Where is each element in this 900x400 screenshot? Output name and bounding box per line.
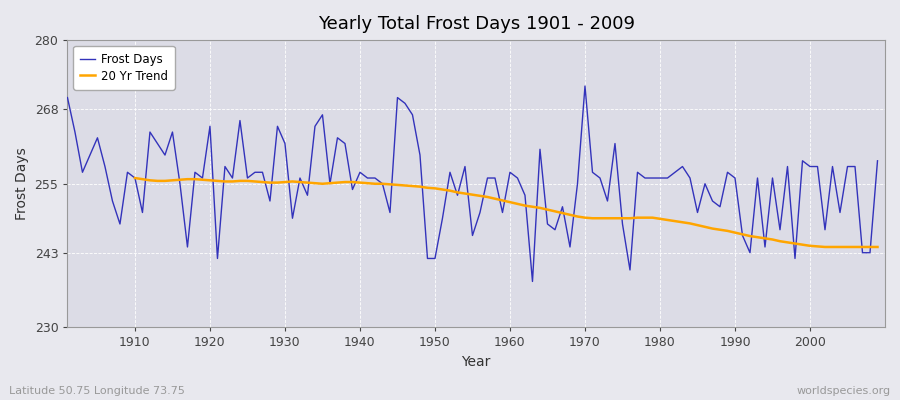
Line: 20 Yr Trend: 20 Yr Trend: [135, 178, 878, 247]
Frost Days: [609, 141, 620, 146]
Y-axis label: Frost Days: Frost Days: [15, 147, 29, 220]
Legend: Frost Days, 20 Yr Trend: Frost Days, 20 Yr Trend: [74, 46, 175, 90]
Line: Frost Days: Frost Days: [68, 86, 878, 282]
X-axis label: Year: Year: [462, 355, 490, 369]
20 Yr Trend: [130, 176, 140, 180]
Frost Days: [527, 279, 538, 284]
Frost Days: [287, 216, 298, 221]
Frost Days: [122, 170, 133, 175]
20 Yr Trend: [512, 202, 523, 206]
Frost Days: [505, 170, 516, 175]
Frost Days: [497, 210, 508, 215]
Title: Yearly Total Frost Days 1901 - 2009: Yearly Total Frost Days 1901 - 2009: [318, 15, 634, 33]
20 Yr Trend: [572, 214, 583, 219]
Frost Days: [580, 84, 590, 88]
Frost Days: [872, 158, 883, 163]
20 Yr Trend: [812, 244, 823, 249]
20 Yr Trend: [302, 180, 313, 185]
Frost Days: [332, 135, 343, 140]
20 Yr Trend: [872, 244, 883, 249]
Frost Days: [62, 95, 73, 100]
20 Yr Trend: [842, 244, 853, 249]
20 Yr Trend: [820, 244, 831, 249]
20 Yr Trend: [272, 180, 283, 185]
Text: worldspecies.org: worldspecies.org: [796, 386, 891, 396]
Text: Latitude 50.75 Longitude 73.75: Latitude 50.75 Longitude 73.75: [9, 386, 184, 396]
